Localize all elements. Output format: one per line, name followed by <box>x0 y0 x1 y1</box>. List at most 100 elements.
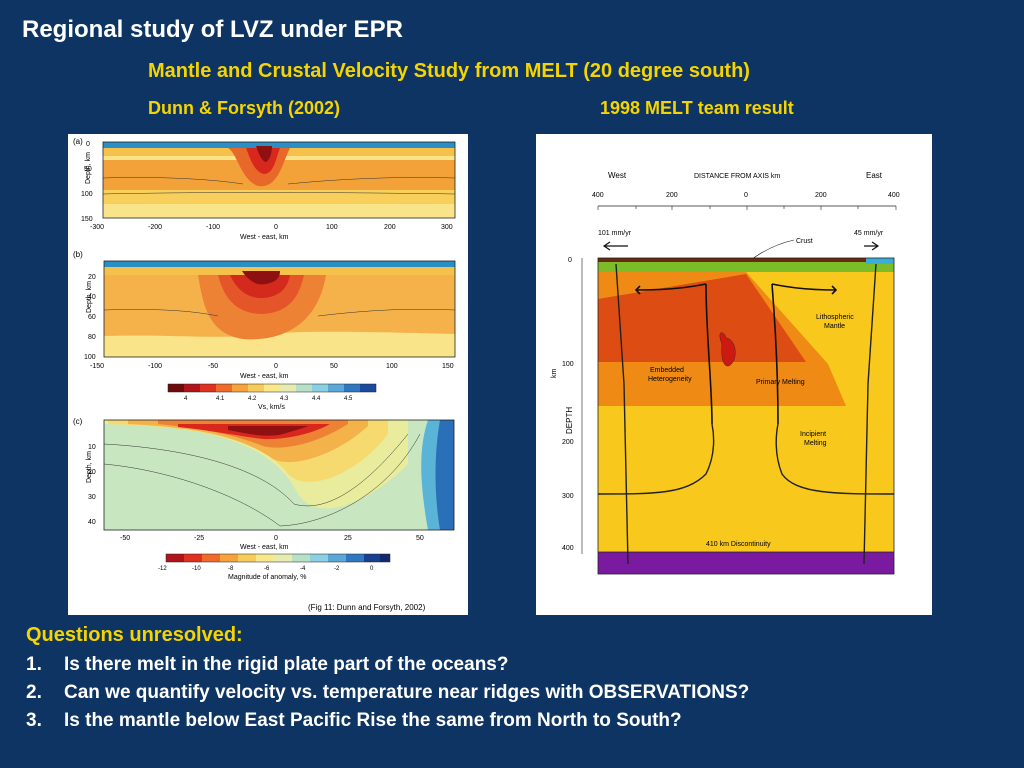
panel-a-ylabel: Depth, km <box>85 152 92 184</box>
colorbar-anomaly-tick: -12 <box>158 566 167 572</box>
panel-b-ytick: 80 <box>88 334 96 341</box>
distance-tick: 200 <box>666 192 678 199</box>
panel-b-ylabel: Depth, km <box>86 281 93 313</box>
panel-b-xtick: 50 <box>330 363 338 370</box>
questions-heading: Questions unresolved: <box>26 624 243 646</box>
panel-c-xtick: 0 <box>274 535 278 542</box>
panel-b-xtick: 0 <box>274 363 278 370</box>
depth-tick: 0 <box>568 257 572 264</box>
panel-c-xtick: 25 <box>344 535 352 542</box>
depth-tick: 200 <box>562 439 574 446</box>
east-rate-label: 45 mm/yr <box>854 230 884 237</box>
colorbar-anomaly-label: Magnitude of anomaly, % <box>228 574 306 581</box>
distance-tick: 400 <box>592 192 604 199</box>
panel-c-xlabel: West - east, km <box>240 544 289 551</box>
panel-a-label: (a) <box>73 137 83 146</box>
panel-a-xtick: 0 <box>274 224 278 231</box>
flow-arrow-icon <box>634 283 707 295</box>
list-text: Is there melt in the rigid plate part of… <box>64 654 509 675</box>
west-label: West <box>608 171 627 180</box>
list-text: Can we quantify velocity vs. temperature… <box>64 682 750 703</box>
colorbar-anomaly-tick: -4 <box>300 566 306 572</box>
panel-b-ytick: 20 <box>88 274 96 281</box>
list-number: 2. <box>26 682 42 703</box>
list-item: 1. Is there melt in the rigid plate part… <box>26 651 749 679</box>
panel-a-xtick: 100 <box>326 224 338 231</box>
heterogeneity-label: Heterogeneity <box>648 376 692 383</box>
questions-block: Questions unresolved: 1. Is there melt i… <box>26 624 749 735</box>
panel-c-ytick: 10 <box>88 444 96 451</box>
list-item: 3. Is the mantle below East Pacific Rise… <box>26 707 749 735</box>
panel-a-xtick: 300 <box>441 224 453 231</box>
panel-b-xtick: -50 <box>208 363 218 370</box>
panel-a-ytick: 150 <box>81 216 93 223</box>
colorbar-vs-tick: 4.5 <box>344 396 353 402</box>
panel-b-xtick: 150 <box>442 363 454 370</box>
panel-a-xtick: -200 <box>148 224 162 231</box>
panel-b-xtick: -100 <box>148 363 162 370</box>
slide-subtitle: Mantle and Crustal Velocity Study from M… <box>148 60 750 82</box>
colorbar-vs-label: Vs, km/s <box>258 404 285 411</box>
colorbar-vs-tick: 4.1 <box>216 396 225 402</box>
panel-a-xtick: -300 <box>90 224 104 231</box>
panel-c-xtick: -50 <box>120 535 130 542</box>
panel-b-label: (b) <box>73 250 83 259</box>
flow-arrow-icon <box>771 283 838 295</box>
embedded-label: Embedded <box>650 367 684 374</box>
list-item: 2. Can we quantify velocity vs. temperat… <box>26 679 749 707</box>
panel-b-xtick: 100 <box>386 363 398 370</box>
panel-c-ytick: 20 <box>88 469 96 476</box>
colorbar-anomaly <box>165 553 391 563</box>
panel-c-xtick: -25 <box>194 535 204 542</box>
colorbar-anomaly-tick: -10 <box>192 566 201 572</box>
east-arrow-icon <box>864 241 880 251</box>
panel-c-ytick: 30 <box>88 494 96 501</box>
slide-title: Regional study of LVZ under EPR <box>22 16 403 43</box>
panel-a-xtick: -100 <box>206 224 220 231</box>
colorbar-vs-tick: 4.4 <box>312 396 321 402</box>
dunn-forsyth-figure: (a) Depth, km 0 50 100 150 -300 -200 -10… <box>68 134 468 615</box>
panel-b-xlabel: West - east, km <box>240 373 289 380</box>
panel-b-ytick: 100 <box>84 354 96 361</box>
panel-a-ytick: 50 <box>84 166 92 173</box>
right-figure-title: 1998 MELT team result <box>600 98 794 118</box>
colorbar-vs-tick: 4.3 <box>280 396 289 402</box>
dunn-forsyth-svg: (a) Depth, km 0 50 100 150 -300 -200 -10… <box>73 137 456 612</box>
panel-c-label: (c) <box>73 417 83 426</box>
panel-c-plot <box>103 419 455 531</box>
incipient-label: Incipient <box>800 431 826 438</box>
discontinuity-label: 410 km Discontinuity <box>706 541 771 548</box>
colorbar-anomaly-tick: -8 <box>228 566 234 572</box>
east-label: East <box>866 171 883 180</box>
colorbar-vs-tick: 4.2 <box>248 396 257 402</box>
depth-tick: 300 <box>562 493 574 500</box>
list-text: Is the mantle below East Pacific Rise th… <box>64 710 682 731</box>
list-number: 1. <box>26 654 42 675</box>
mantle-label: Mantle <box>824 323 845 330</box>
colorbar-anomaly-tick: -6 <box>264 566 270 572</box>
primary-melting-label: Primary Melting <box>756 379 805 386</box>
panel-a-xtick: 200 <box>384 224 396 231</box>
depth-tick: 400 <box>562 545 574 552</box>
depth-axis-label: DEPTH <box>565 407 574 434</box>
distance-tick: 200 <box>815 192 827 199</box>
crust-label: Crust <box>796 238 813 245</box>
panel-b-plot <box>103 260 456 358</box>
panel-a-ytick: 0 <box>86 141 90 148</box>
melt-team-figure: West East DISTANCE FROM AXIS km 400 200 … <box>536 134 932 615</box>
colorbar-vs-tick: 4 <box>184 396 188 402</box>
west-arrow-icon <box>602 241 628 251</box>
panel-a-plot <box>102 141 456 219</box>
melting-label: Melting <box>804 440 827 447</box>
west-rate-label: 101 mm/yr <box>598 230 632 237</box>
melt-team-svg: West East DISTANCE FROM AXIS km 400 200 … <box>551 171 900 575</box>
lithospheric-label: Lithospheric <box>816 314 854 321</box>
distance-axis-label: DISTANCE FROM AXIS km <box>694 173 780 180</box>
panel-b-ytick: 40 <box>88 294 96 301</box>
figure-caption: (Fig 11: Dunn and Forsyth, 2002) <box>308 603 426 612</box>
panel-b-xtick: -150 <box>90 363 104 370</box>
colorbar-anomaly-tick: -2 <box>334 566 340 572</box>
panel-a-ytick: 100 <box>81 191 93 198</box>
distance-axis-ticks <box>597 206 897 210</box>
distance-tick: 400 <box>888 192 900 199</box>
